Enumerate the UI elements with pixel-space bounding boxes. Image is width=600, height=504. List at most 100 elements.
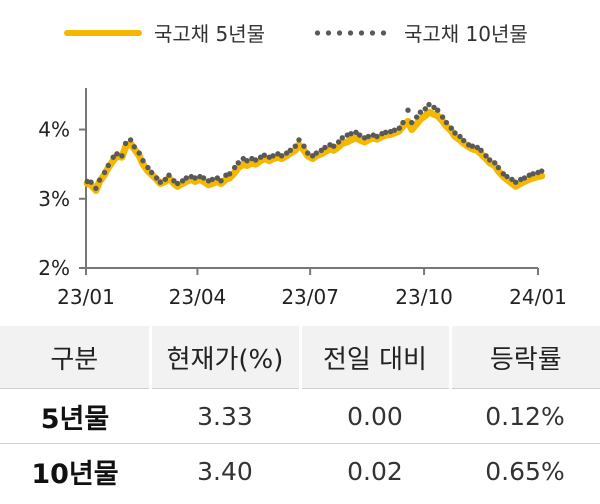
series-point-10y: [439, 114, 446, 120]
series-point-10y: [96, 177, 103, 183]
series-point-10y: [339, 135, 345, 141]
x-tick-label: 23/01: [57, 285, 115, 309]
series-point-10y: [426, 101, 432, 108]
series-point-10y: [409, 119, 415, 126]
series-point-10y: [179, 178, 186, 184]
yield-line-chart: 2% 3% 4% 23/01 23/04 23/07 23/10 24/01: [38, 88, 567, 309]
series-point-10y: [391, 127, 398, 133]
series-point-10y: [530, 171, 536, 177]
series-point-10y: [504, 173, 510, 180]
series-point-10y: [483, 153, 489, 159]
series-point-10y: [148, 169, 155, 176]
series-point-10y: [292, 143, 298, 149]
table-row: 10년물 3.40 0.02 0.65%: [0, 443, 600, 498]
series-point-10y: [413, 114, 420, 120]
series-point-10y: [452, 130, 458, 136]
chart-legend: 국고채 5년물 국고채 10년물: [0, 12, 600, 48]
x-tick-label: 24/01: [509, 285, 567, 309]
series-point-10y: [521, 175, 528, 181]
series-point-10y: [226, 171, 233, 177]
series-point-10y: [474, 144, 480, 151]
row-label: 5년물: [0, 388, 150, 444]
change-cell: 0.02: [300, 443, 450, 498]
series-point-10y: [309, 153, 316, 159]
series-point-10y: [443, 119, 450, 126]
series-point-10y: [287, 147, 293, 153]
series-point-10y: [461, 137, 467, 144]
series-point-10y: [209, 176, 215, 183]
series-point-10y: [114, 151, 120, 157]
series-point-10y: [235, 160, 241, 166]
series-point-10y: [417, 109, 424, 115]
series-point-10y: [101, 169, 108, 176]
legend-solid-line-swatch: [64, 29, 142, 36]
series-point-10y: [305, 150, 311, 156]
series-point-10y: [253, 157, 259, 163]
series-point-10y: [157, 179, 163, 185]
series-point-10y: [365, 133, 371, 140]
series-point-10y: [469, 143, 476, 149]
series-point-10y: [357, 132, 363, 138]
series-point-10y: [162, 176, 168, 183]
current-price-cell: 3.40: [150, 443, 300, 498]
table-row: 5년물 3.33 0.00 0.12%: [0, 388, 600, 444]
header-current-price: 현재가(%): [150, 326, 302, 389]
header-category: 구분: [0, 326, 152, 389]
series-point-10y: [492, 160, 498, 166]
series-point-10y: [218, 178, 224, 184]
series-point-10y: [331, 143, 337, 149]
change-cell: 0.00: [300, 388, 450, 444]
series-point-10y: [296, 137, 302, 143]
legend-dotted-line-swatch: [312, 29, 390, 36]
series-point-10y: [131, 144, 137, 150]
series-point-10y: [214, 175, 220, 181]
series-point-10y: [145, 164, 151, 171]
series-point-10y: [318, 147, 324, 153]
series-point-10y: [400, 119, 406, 126]
series-point-10y: [153, 175, 160, 181]
series-point-10y: [105, 162, 112, 169]
series-point-10y: [435, 107, 441, 113]
series-point-10y: [500, 171, 506, 177]
series-point-10y: [383, 129, 389, 135]
series-point-10y: [244, 158, 250, 164]
legend-item-5y: 국고채 5년물: [64, 18, 265, 47]
series-point-10y: [374, 133, 380, 140]
table-header-row: 구분 현재가(%) 전일 대비 등락률: [0, 326, 600, 389]
series-point-10y: [279, 153, 285, 159]
series-point-10y: [122, 140, 129, 147]
series-point-10y: [405, 107, 411, 113]
x-tick-label: 23/10: [395, 285, 453, 309]
header-change: 전일 대비: [300, 326, 452, 389]
series-point-10y: [261, 152, 267, 158]
series-point-10y: [353, 129, 359, 135]
header-change-rate: 등락률: [450, 326, 600, 389]
y-tick-label: 4%: [38, 118, 70, 142]
series-point-10y: [127, 137, 134, 143]
series-point-10y: [539, 168, 545, 174]
series-point-10y: [431, 104, 437, 111]
series-point-10y: [396, 125, 402, 131]
series-point-10y: [322, 144, 328, 151]
series-point-10y: [335, 139, 342, 145]
series-point-10y: [509, 176, 515, 183]
x-tick-label: 23/04: [169, 285, 227, 309]
series-point-10y: [88, 179, 94, 185]
series-point-10y: [231, 164, 238, 171]
yield-table: 구분 현재가(%) 전일 대비 등락률 5년물 3.33 0.00 0.12% …: [0, 326, 600, 498]
y-axis-ticks: 2% 3% 4%: [38, 118, 86, 280]
y-tick-label: 3%: [38, 187, 70, 211]
row-label: 10년물: [0, 443, 150, 498]
series-point-10y: [166, 172, 172, 178]
series-point-10y: [313, 150, 319, 156]
change-rate-cell: 0.65%: [450, 443, 600, 498]
series-point-10y: [457, 133, 463, 140]
series-point-10y: [183, 175, 189, 181]
change-rate-cell: 0.12%: [450, 388, 600, 444]
series-point-10y: [301, 143, 307, 149]
series-point-10y: [422, 106, 428, 112]
series-point-10y: [270, 153, 276, 159]
legend-label-5y: 국고채 5년물: [154, 22, 266, 46]
series-point-10y: [93, 185, 99, 192]
series-point-10y: [487, 157, 493, 163]
